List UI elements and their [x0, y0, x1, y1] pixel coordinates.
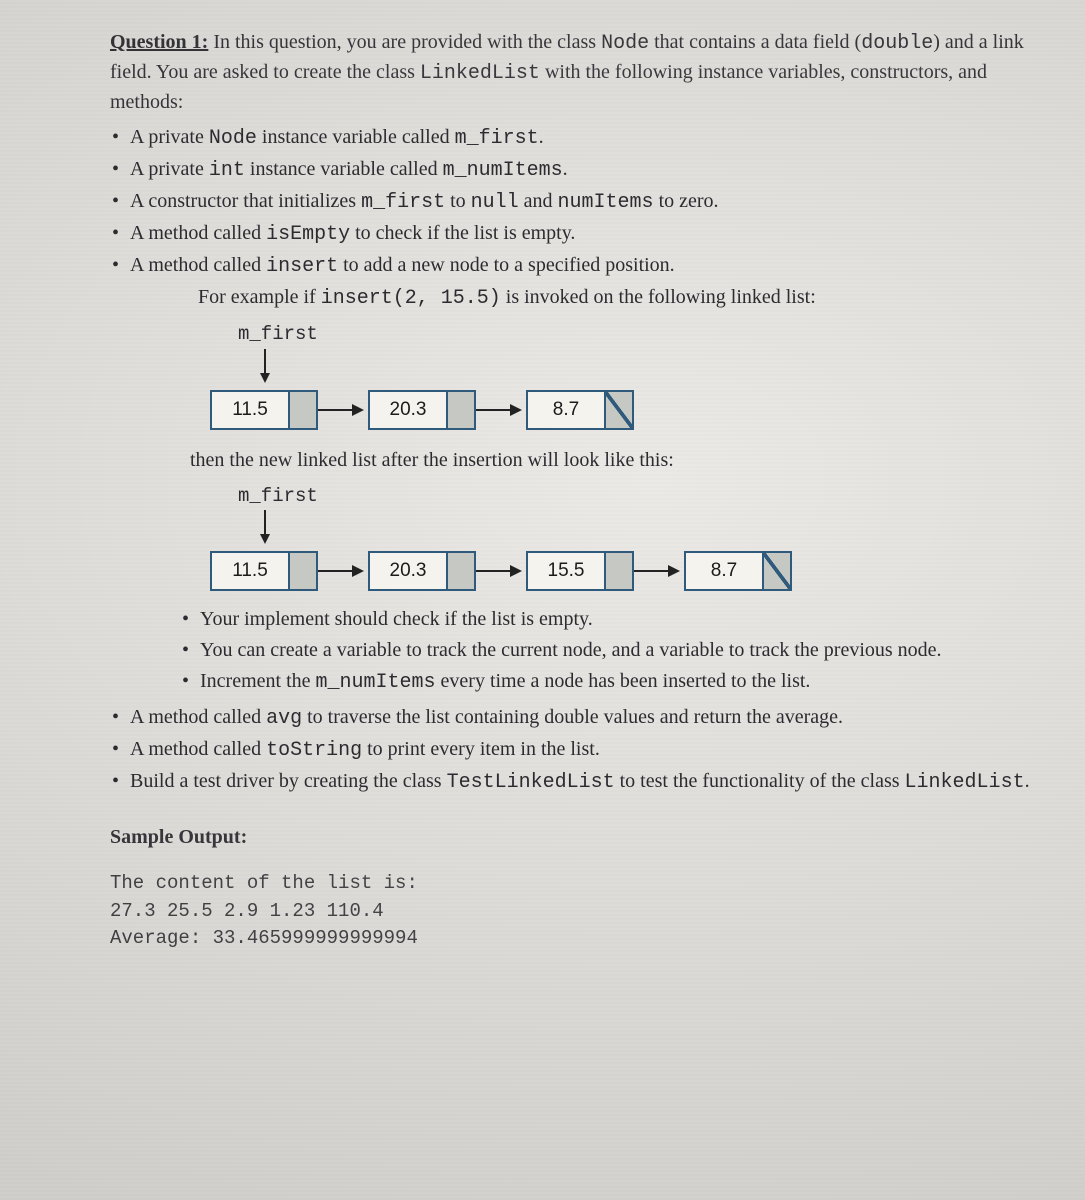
- list-node: 11.5: [210, 390, 318, 430]
- code: null: [471, 191, 519, 214]
- node-value: 15.5: [528, 553, 604, 589]
- code: toString: [266, 739, 362, 762]
- list-node: 11.5: [210, 551, 318, 591]
- code: m_first: [361, 191, 445, 214]
- arrow-icon: [318, 562, 364, 580]
- code: LinkedList: [905, 771, 1025, 794]
- text: .: [1025, 770, 1030, 792]
- node-value: 11.5: [212, 392, 288, 428]
- code: int: [209, 159, 245, 182]
- req-6: A method called avg to traverse the list…: [110, 703, 1035, 733]
- text: A private: [130, 126, 209, 148]
- next-pointer: [446, 553, 474, 589]
- text: For example if: [198, 286, 321, 308]
- arrow-icon: [634, 562, 680, 580]
- code: Node: [209, 127, 257, 150]
- text: Build a test driver by creating the clas…: [130, 770, 447, 792]
- code: m_numItems: [443, 159, 563, 182]
- code: avg: [266, 707, 302, 730]
- text: A method called: [130, 706, 266, 728]
- down-arrow-icon: [258, 510, 1035, 547]
- sample-output: The content of the list is: 27.3 25.5 2.…: [110, 870, 1035, 953]
- list-node: 20.3: [368, 551, 476, 591]
- node-value: 20.3: [370, 553, 446, 589]
- text: A method called: [130, 738, 266, 760]
- arrow-icon: [476, 562, 522, 580]
- linked-list-before: m_first 11.5 20.3 8.7: [210, 319, 1035, 430]
- next-pointer: [604, 553, 632, 589]
- next-pointer: [446, 392, 474, 428]
- out-line: 27.3 25.5 2.9 1.23 110.4: [110, 900, 384, 922]
- out-line: The content of the list is:: [110, 872, 418, 894]
- text: Increment the: [200, 670, 316, 692]
- req-8: Build a test driver by creating the clas…: [110, 767, 1035, 797]
- node-value: 11.5: [212, 553, 288, 589]
- text: In this question, you are provided with …: [208, 31, 601, 53]
- code-node: Node: [601, 32, 649, 55]
- node-value: 20.3: [370, 392, 446, 428]
- code: insert(2, 15.5): [321, 287, 501, 310]
- list-node: 8.7: [684, 551, 792, 591]
- req-1: A private Node instance variable called …: [110, 123, 1035, 153]
- text: and: [519, 190, 558, 212]
- down-arrow-icon: [258, 349, 1035, 386]
- text: to traverse the list containing double v…: [302, 706, 843, 728]
- text: is invoked on the following linked list:: [501, 286, 816, 308]
- text: instance variable called: [257, 126, 455, 148]
- arrow-icon: [318, 401, 364, 419]
- text: A method called: [130, 222, 266, 244]
- insert-notes: Your implement should check if the list …: [180, 605, 1035, 697]
- code: TestLinkedList: [447, 771, 615, 794]
- node-value: 8.7: [528, 392, 604, 428]
- note-1: Your implement should check if the list …: [180, 605, 1035, 634]
- linked-list-after: m_first 11.5 20.3 15.5 8.7: [210, 481, 1035, 592]
- text: to test the functionality of the class: [615, 770, 905, 792]
- req-4: A method called isEmpty to check if the …: [110, 219, 1035, 249]
- text: to zero.: [654, 190, 719, 212]
- null-pointer: [604, 392, 632, 428]
- next-pointer: [288, 392, 316, 428]
- code: numItems: [558, 191, 654, 214]
- sample-output-heading: Sample Output:: [110, 823, 1035, 852]
- code-double: double: [861, 32, 933, 55]
- code-linkedlist: LinkedList: [420, 62, 540, 85]
- node-value: 8.7: [686, 553, 762, 589]
- m-first-label: m_first: [238, 483, 318, 511]
- code: insert: [266, 255, 338, 278]
- code: m_first: [455, 127, 539, 150]
- text: to add a new node to a specified positio…: [338, 254, 675, 276]
- note-3: Increment the m_numItems every time a no…: [180, 667, 1035, 697]
- text: that contains a data field (: [649, 31, 861, 53]
- req-7: A method called toString to print every …: [110, 735, 1035, 765]
- text: A constructor that initializes: [130, 190, 361, 212]
- after-text: then the new linked list after the inser…: [190, 446, 1035, 475]
- text: .: [539, 126, 544, 148]
- text: .: [563, 158, 568, 180]
- text: A method called: [130, 254, 266, 276]
- code: m_numItems: [316, 671, 436, 694]
- null-pointer: [762, 553, 790, 589]
- req-2: A private int instance variable called m…: [110, 155, 1035, 185]
- text: A private: [130, 158, 209, 180]
- text: to: [445, 190, 471, 212]
- text: to print every item in the list.: [362, 738, 600, 760]
- m-first-label: m_first: [238, 321, 318, 349]
- arrow-icon: [476, 401, 522, 419]
- list-node: 8.7: [526, 390, 634, 430]
- code: isEmpty: [266, 223, 350, 246]
- req-3: A constructor that initializes m_first t…: [110, 187, 1035, 217]
- question-intro: Question 1: In this question, you are pr…: [110, 28, 1035, 117]
- text: to check if the list is empty.: [350, 222, 575, 244]
- out-line: Average: 33.465999999999994: [110, 927, 418, 949]
- text: every time a node has been inserted to t…: [436, 670, 811, 692]
- note-2: You can create a variable to track the c…: [180, 636, 1035, 665]
- text: instance variable called: [245, 158, 443, 180]
- requirements-list: A private Node instance variable called …: [110, 123, 1035, 797]
- next-pointer: [288, 553, 316, 589]
- req-5: A method called insert to add a new node…: [110, 251, 1035, 697]
- list-node: 15.5: [526, 551, 634, 591]
- question-title: Question 1:: [110, 31, 208, 53]
- list-node: 20.3: [368, 390, 476, 430]
